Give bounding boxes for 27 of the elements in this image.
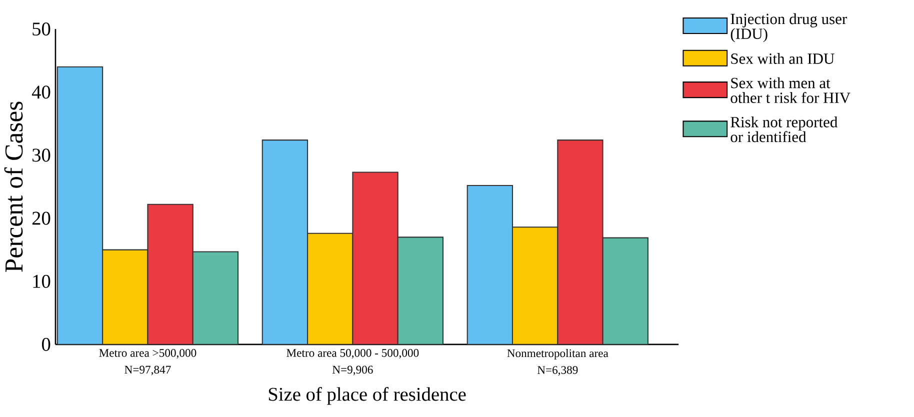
legend-label: Risk not reported or identified bbox=[730, 116, 838, 142]
y-tick-label: 50 bbox=[32, 22, 50, 36]
y-tick-label: 10 bbox=[33, 274, 50, 288]
x-axis-title: Size of place of residence bbox=[268, 387, 466, 405]
legend-label: Injection drug user (IDU) bbox=[730, 13, 847, 42]
bar bbox=[352, 172, 398, 344]
y-tick-label: 20 bbox=[32, 212, 50, 225]
y-tick-label: 30 bbox=[32, 148, 50, 162]
y-tick-label: 40 bbox=[32, 86, 50, 99]
x-tick-label: Nonmetropolitan area N=6,389 bbox=[507, 349, 608, 376]
bar bbox=[557, 140, 604, 344]
bar bbox=[102, 249, 148, 344]
legend-label: Sex with men at other t risk for HIV bbox=[730, 77, 850, 104]
bar bbox=[192, 251, 239, 344]
bar bbox=[56, 66, 104, 344]
x-tick-label: Metro area >500,000 N=97,847 bbox=[99, 348, 196, 376]
bar bbox=[147, 204, 194, 344]
bar bbox=[262, 140, 308, 344]
y-tick-label: 0 bbox=[42, 338, 50, 351]
legend-label: Sex with an IDU bbox=[731, 53, 834, 64]
bar bbox=[602, 237, 648, 344]
x-tick-label: Metro area 50,000 - 500,000 N=9,906 bbox=[286, 348, 419, 376]
bar bbox=[466, 184, 514, 344]
bar bbox=[307, 232, 354, 344]
bar bbox=[512, 226, 558, 344]
bar bbox=[397, 236, 444, 344]
y-axis-title: Percent of Cases bbox=[4, 102, 23, 272]
